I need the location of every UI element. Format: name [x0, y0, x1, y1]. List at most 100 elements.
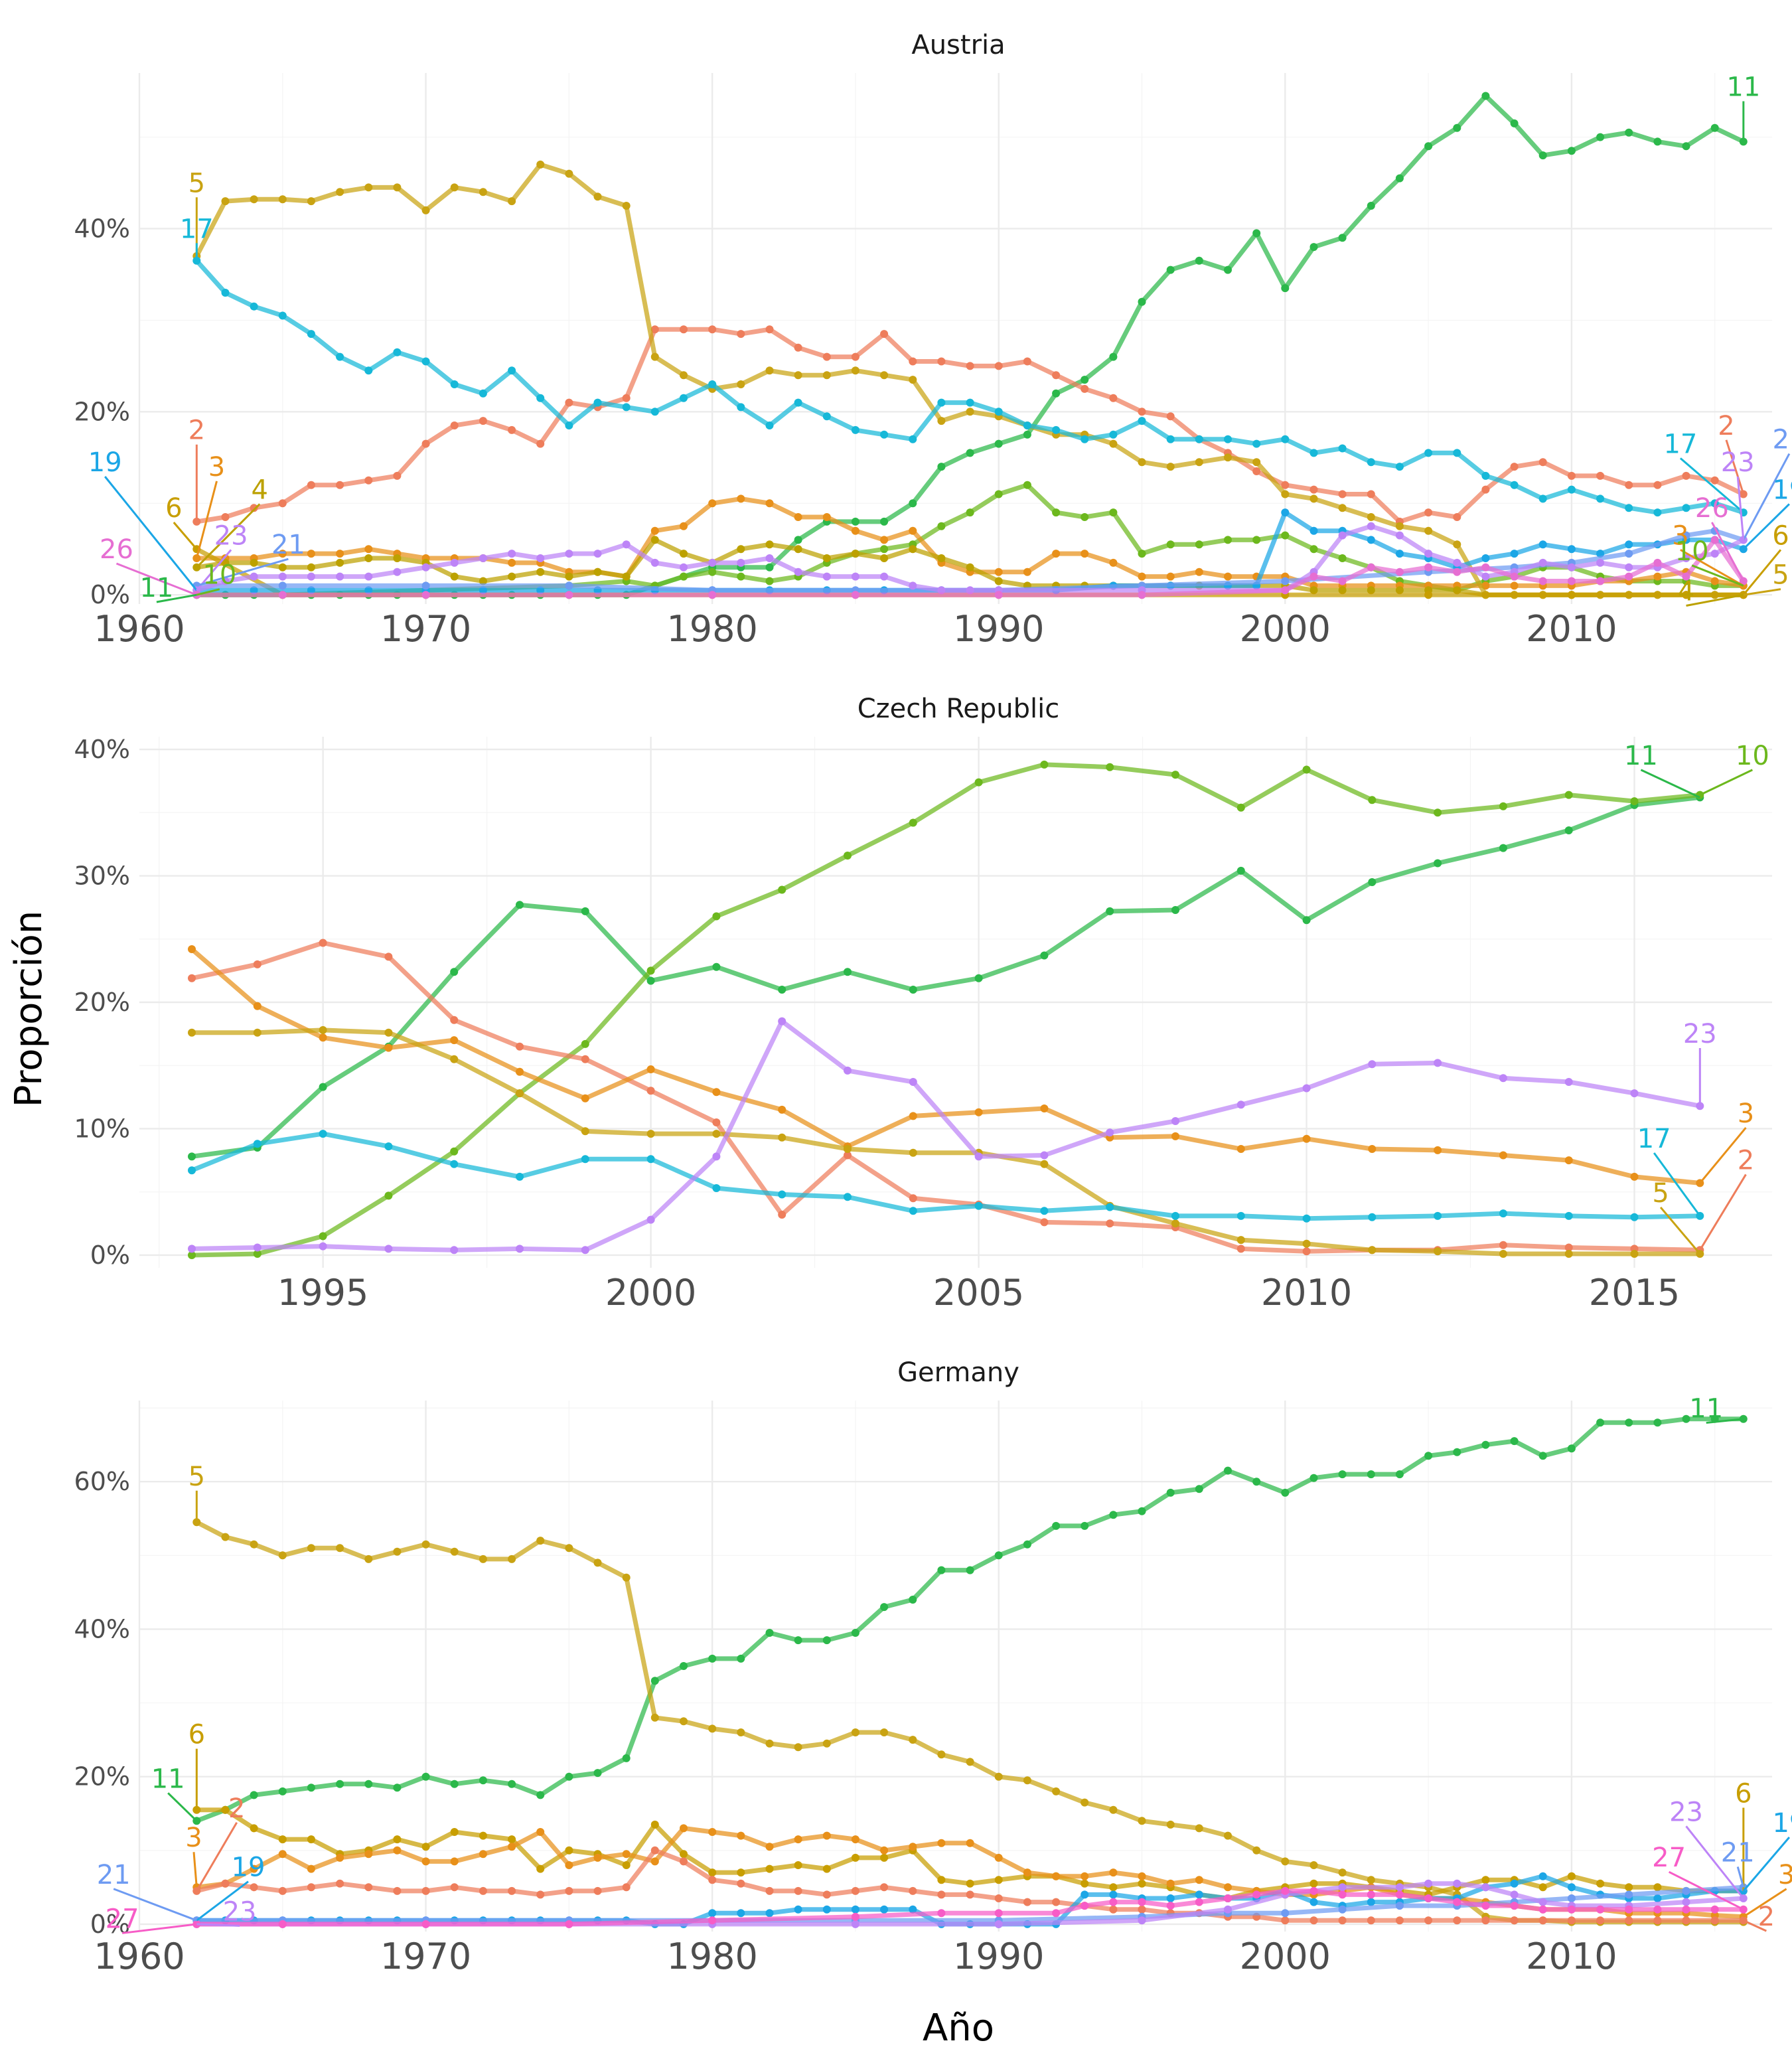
data-point	[650, 325, 659, 334]
data-point	[1567, 1444, 1576, 1453]
data-point	[393, 1784, 402, 1792]
data-point	[421, 1540, 430, 1549]
data-point	[1682, 1905, 1690, 1914]
data-point	[1596, 1879, 1605, 1888]
data-point	[1052, 1521, 1061, 1530]
series-label-6: 6	[165, 493, 182, 524]
data-point	[1434, 1146, 1442, 1154]
data-point	[1739, 1916, 1748, 1925]
data-point	[1236, 866, 1245, 875]
data-point	[1453, 540, 1461, 549]
label-leader-line	[1668, 1870, 1744, 1911]
data-point	[646, 1130, 655, 1138]
series-23-czech-republic	[188, 1017, 1704, 1255]
data-point	[336, 352, 344, 361]
label-leader-line	[1743, 1919, 1767, 1932]
data-point	[581, 1246, 589, 1255]
data-point	[253, 960, 261, 968]
data-point	[450, 1883, 459, 1892]
data-point	[1252, 1478, 1261, 1486]
data-point	[1367, 1916, 1375, 1925]
data-point	[1166, 1894, 1175, 1902]
label-leader-line	[1742, 503, 1790, 550]
data-point	[1625, 1418, 1633, 1427]
data-point	[966, 362, 974, 370]
data-point	[708, 558, 717, 567]
data-point	[1224, 536, 1232, 544]
data-point	[646, 1215, 655, 1224]
data-point	[1109, 1905, 1118, 1914]
series-label-23: 23	[1669, 1797, 1703, 1827]
data-point	[1564, 1211, 1573, 1220]
series-label-26: 26	[100, 534, 133, 565]
data-point	[650, 536, 659, 544]
panel-germany: Germany 1960 1970 1980 1990 2000 20100%20%40%…	[74, 1357, 1792, 1977]
data-point	[364, 572, 373, 581]
data-point	[1138, 1872, 1146, 1880]
data-point	[1368, 1246, 1377, 1255]
data-point	[1166, 1879, 1175, 1888]
data-point	[450, 1055, 459, 1063]
series-line	[189, 941, 1702, 1254]
data-point	[1236, 803, 1245, 812]
data-point	[1081, 435, 1089, 443]
data-point	[319, 1026, 327, 1034]
data-point	[221, 513, 230, 521]
data-point	[1138, 1817, 1146, 1825]
data-point	[1040, 951, 1049, 960]
data-point	[822, 1831, 831, 1840]
data-point	[565, 1772, 573, 1781]
data-point	[1625, 563, 1633, 571]
series-line	[194, 258, 1746, 515]
data-point	[1395, 1902, 1404, 1910]
data-point	[851, 1728, 859, 1736]
data-point	[1710, 1916, 1719, 1925]
data-point	[1195, 568, 1203, 576]
data-point	[680, 1824, 688, 1833]
data-point	[278, 1850, 287, 1859]
data-point	[680, 563, 688, 571]
data-point	[708, 1868, 717, 1877]
x-tick-label: 2000	[605, 1272, 696, 1314]
data-point	[1453, 558, 1461, 567]
data-point	[1338, 554, 1347, 562]
data-point	[1596, 558, 1605, 567]
data-point	[1171, 1117, 1179, 1125]
data-point	[421, 563, 430, 571]
data-point	[278, 195, 287, 204]
data-point	[1106, 1128, 1114, 1137]
data-point	[581, 1155, 589, 1164]
data-point	[450, 1016, 459, 1024]
series-label-23: 23	[223, 1896, 257, 1927]
data-point	[737, 1909, 745, 1918]
data-point	[650, 1713, 659, 1722]
data-point	[188, 974, 196, 982]
data-point	[1682, 1898, 1690, 1906]
data-point	[1052, 1787, 1061, 1795]
data-point	[1596, 494, 1605, 503]
data-point	[565, 398, 573, 407]
data-point	[319, 1232, 327, 1241]
series-label-3: 3	[185, 1823, 202, 1853]
data-point	[1434, 859, 1442, 868]
data-point	[384, 1245, 393, 1253]
data-point	[1281, 490, 1290, 498]
data-point	[253, 1028, 261, 1037]
data-point	[307, 1835, 315, 1844]
data-point	[319, 1083, 327, 1091]
x-tick-label: 2010	[1261, 1272, 1352, 1314]
data-point	[822, 554, 831, 562]
data-point	[421, 1772, 430, 1781]
data-point	[909, 1596, 917, 1604]
data-point	[1338, 1883, 1347, 1892]
data-point	[712, 1184, 721, 1192]
data-point	[1625, 504, 1633, 512]
data-point	[1367, 536, 1375, 544]
data-point	[650, 408, 659, 416]
data-point	[1109, 558, 1118, 567]
y-tick-label: 20%	[74, 988, 130, 1017]
data-point	[1481, 563, 1490, 571]
series-label-10: 10	[1736, 741, 1769, 771]
panel-title-austria: Austria	[911, 30, 1005, 60]
data-point	[765, 1864, 774, 1873]
